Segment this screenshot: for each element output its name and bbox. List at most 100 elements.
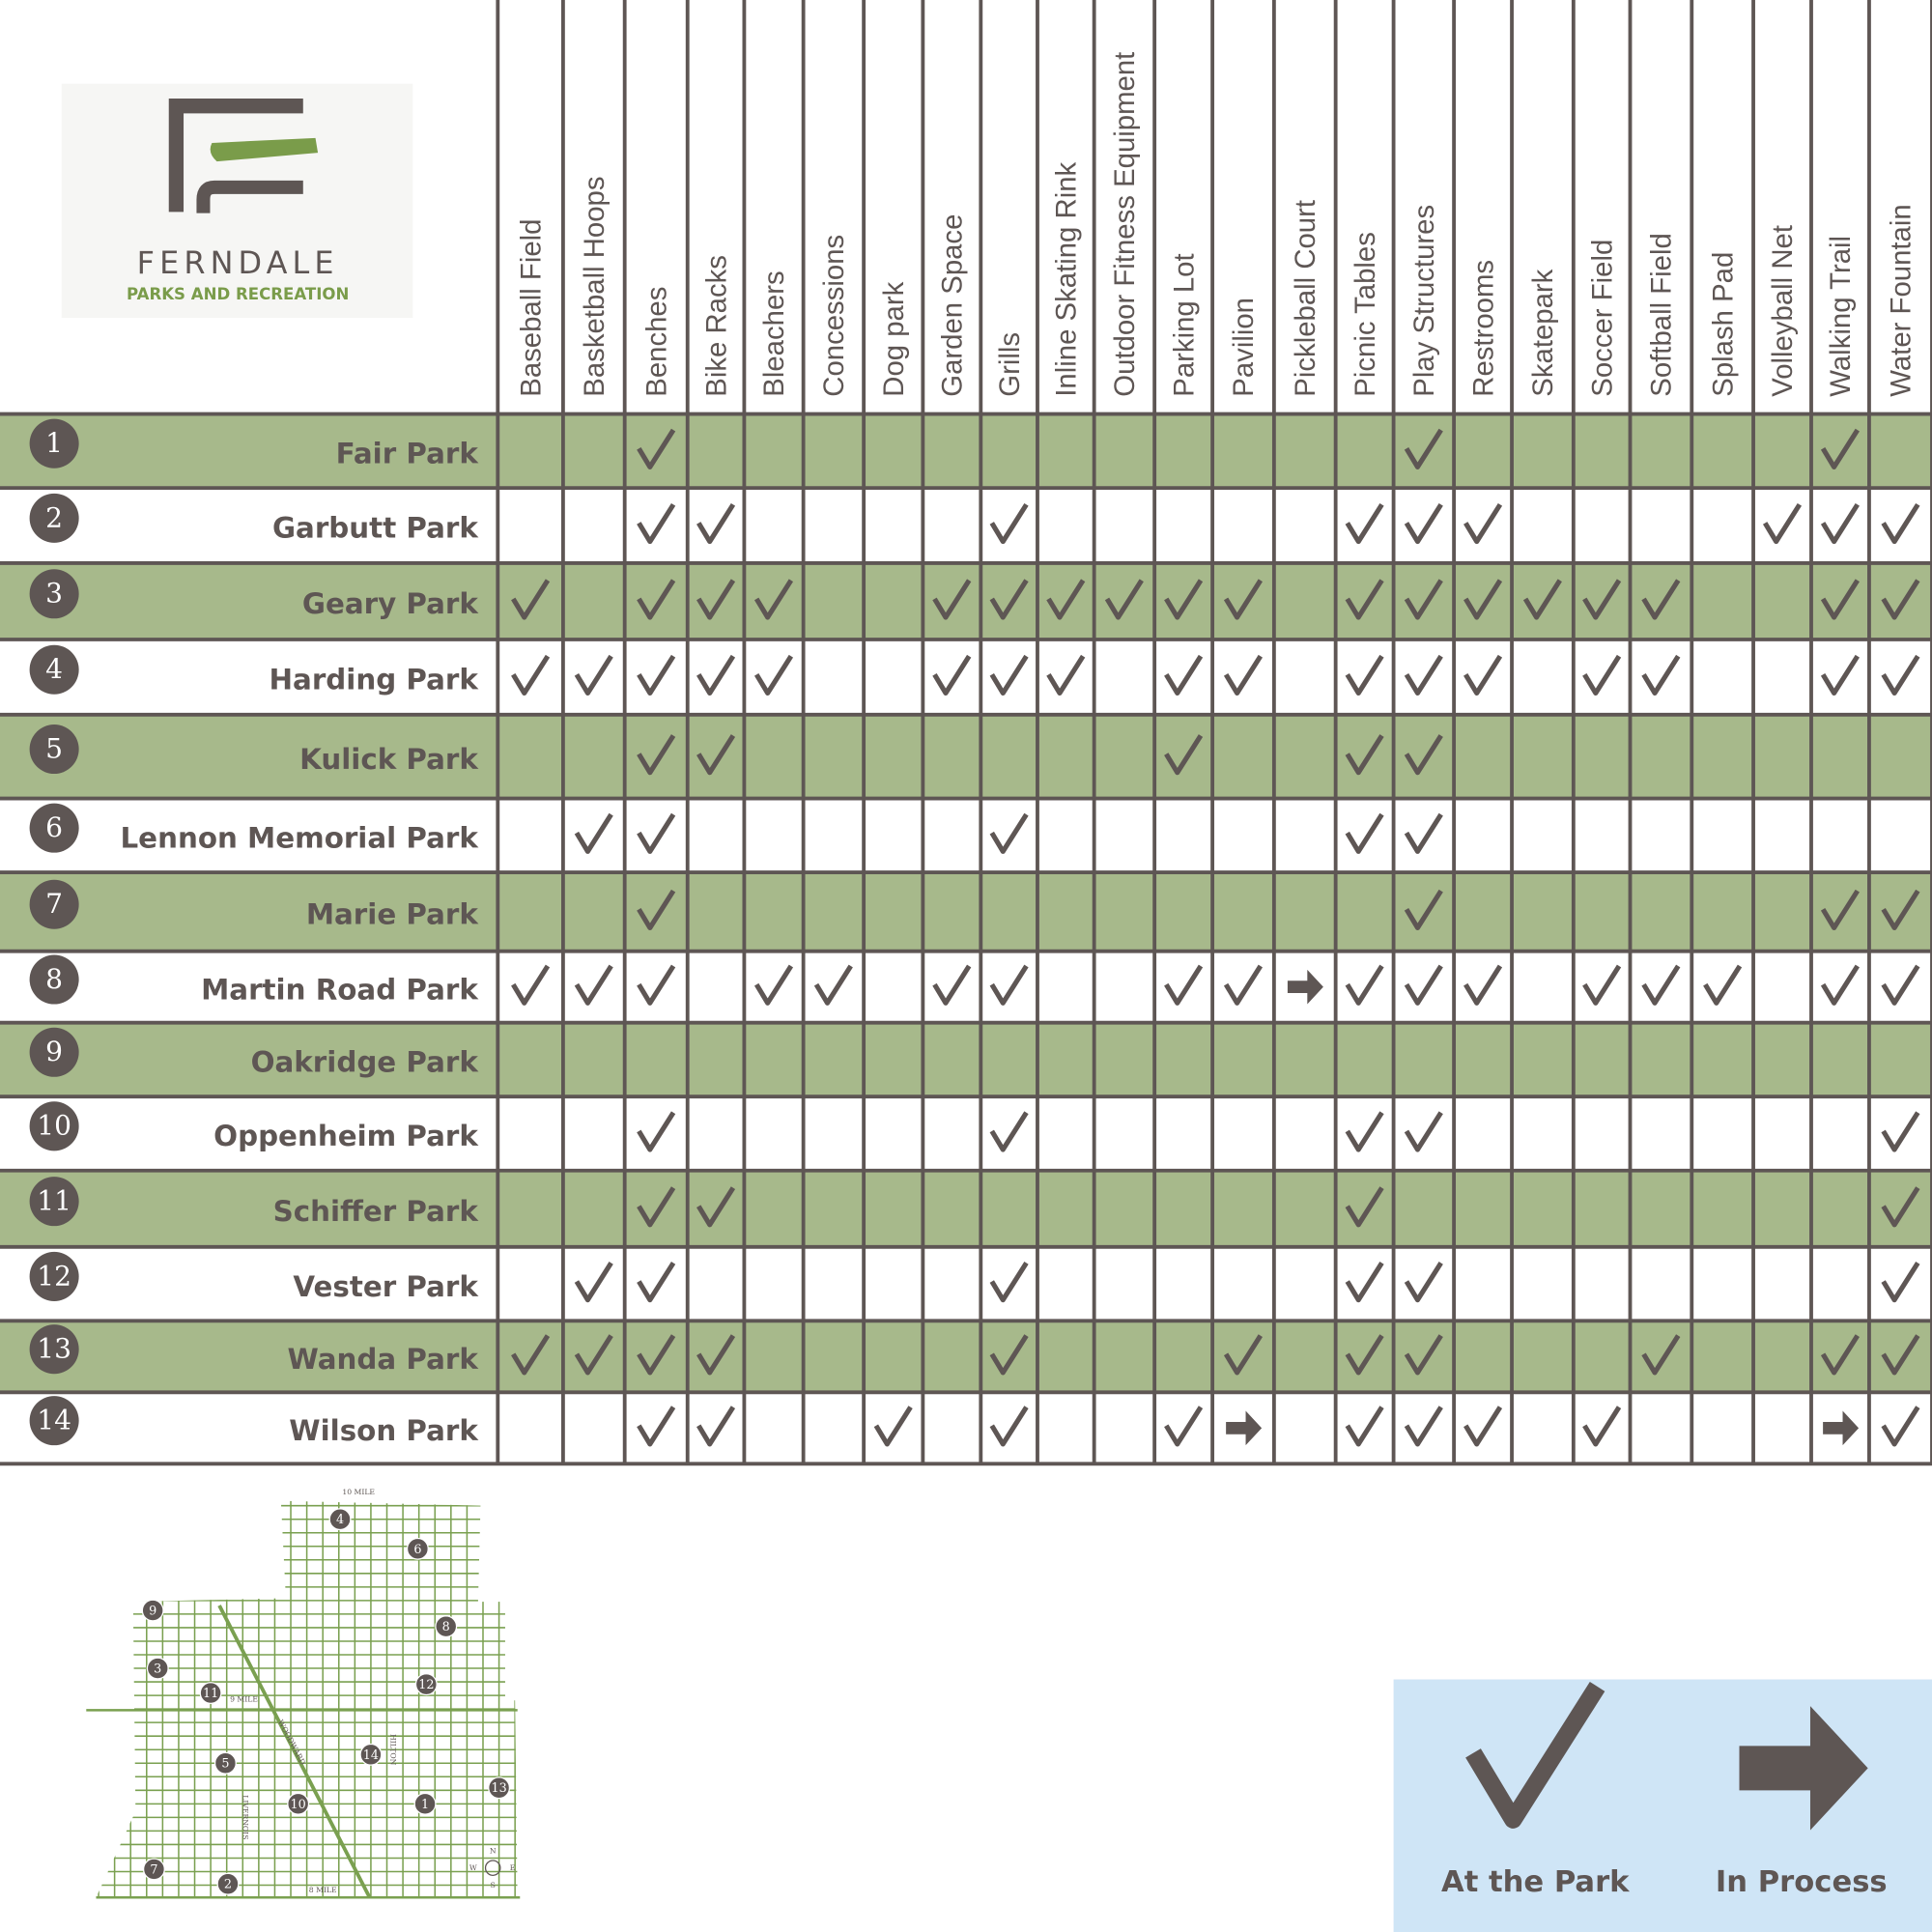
check-mark (1463, 654, 1503, 696)
park-name: Vester Park (293, 1270, 479, 1303)
row-number-badge (29, 1251, 79, 1301)
check-mark (1164, 579, 1204, 620)
row-number: 3 (45, 578, 63, 610)
check-mark (1820, 428, 1860, 469)
check-mark (696, 1334, 736, 1376)
check-mark (1820, 579, 1860, 620)
check-mark (989, 654, 1029, 696)
map-marker-label: 1 (421, 1798, 429, 1812)
check-mark (989, 502, 1029, 545)
check-mark (1404, 812, 1443, 854)
map-marker (359, 1743, 383, 1766)
park-name: Lennon Memorial Park (120, 822, 479, 855)
road-label: 8 MILE (309, 1886, 337, 1894)
check-mark (637, 502, 676, 545)
check-mark (1164, 1406, 1204, 1447)
check-mark (637, 1334, 676, 1376)
row-band (0, 1170, 1932, 1247)
row-number: 4 (45, 653, 63, 685)
map-marker-label: 2 (224, 1878, 232, 1892)
check-mark (1046, 579, 1086, 620)
arrow-mark (1823, 1410, 1860, 1446)
row-band (0, 1321, 1932, 1393)
row-number-badge (29, 724, 79, 775)
row-number: 14 (37, 1405, 71, 1436)
check-mark (1522, 579, 1562, 620)
map-marker-label: 4 (336, 1513, 344, 1527)
check-mark (1345, 812, 1384, 854)
column-header: Splash Pad (1707, 252, 1739, 397)
column-header: Baseball Field (515, 218, 547, 396)
park-name: Wilson Park (289, 1414, 479, 1447)
road-label: LIVERNOIS (241, 1795, 249, 1839)
check-mark (637, 1111, 676, 1152)
check-mark (1345, 734, 1384, 776)
map-marker (199, 1682, 222, 1705)
map-marker-label: 7 (150, 1862, 157, 1877)
check-mark (1582, 964, 1622, 1006)
check-mark (1881, 889, 1920, 931)
check-mark (1463, 1406, 1503, 1447)
logo-brush (210, 137, 319, 162)
map-marker-label: 5 (221, 1757, 229, 1772)
check-mark (511, 654, 551, 696)
column-header: Skatepark (1527, 269, 1559, 396)
check-mark (1345, 1262, 1384, 1303)
check-mark (1046, 654, 1086, 696)
column-header: Pavilion (1228, 298, 1260, 397)
arrow-mark (1287, 969, 1323, 1005)
legend-box (1393, 1679, 1932, 1932)
check-mark (989, 1262, 1029, 1303)
column-header: Picnic Tables (1350, 232, 1381, 397)
row-band (0, 872, 1932, 952)
check-mark (932, 654, 972, 696)
check-mark (1404, 428, 1443, 469)
check-mark (932, 964, 972, 1006)
check-mark (1345, 1186, 1384, 1228)
map-marker-label: 6 (413, 1543, 421, 1557)
column-header: Benches (640, 287, 672, 397)
column-header: Grills (994, 332, 1026, 397)
check-mark (1345, 502, 1384, 545)
check-mark (637, 579, 676, 620)
check-mark (574, 812, 613, 854)
check-mark (1164, 964, 1204, 1006)
column-header: Volleyball Net (1767, 225, 1799, 397)
check-mark (1223, 579, 1264, 620)
park-name: Schiffer Park (273, 1195, 480, 1228)
row-band (0, 562, 1932, 639)
check-mark (1404, 579, 1443, 620)
park-name: Harding Park (269, 664, 479, 696)
check-mark (1641, 1334, 1681, 1376)
compass-label: N (490, 1846, 497, 1855)
row-number-badge (29, 1101, 79, 1151)
compass (484, 1860, 501, 1876)
row-number: 2 (45, 501, 63, 533)
check-mark (753, 654, 794, 696)
park-name: Geary Park (302, 587, 480, 620)
check-mark (1404, 964, 1443, 1006)
row-number: 5 (45, 732, 63, 764)
check-mark (1881, 654, 1920, 696)
park-name: Garbutt Park (272, 512, 479, 545)
check-mark (1164, 654, 1204, 696)
check-mark (511, 1334, 551, 1376)
check-mark (1404, 1262, 1443, 1303)
row-number-badge (29, 418, 79, 469)
row-number: 1 (45, 427, 63, 459)
row-number: 10 (37, 1110, 71, 1142)
map-marker (435, 1615, 458, 1638)
map-marker (287, 1792, 310, 1815)
check-mark (1345, 964, 1384, 1006)
check-mark (989, 1406, 1029, 1447)
main-road (217, 1605, 372, 1899)
map-marker (488, 1776, 511, 1800)
check-mark (1223, 1334, 1264, 1376)
park-name: Martin Road Park (201, 973, 479, 1006)
map-marker-label: 10 (291, 1798, 306, 1812)
check-mark (1820, 1334, 1860, 1376)
road-label: HILTON (388, 1734, 397, 1765)
check-mark (1345, 1334, 1384, 1376)
row-number-badge (29, 1396, 79, 1446)
